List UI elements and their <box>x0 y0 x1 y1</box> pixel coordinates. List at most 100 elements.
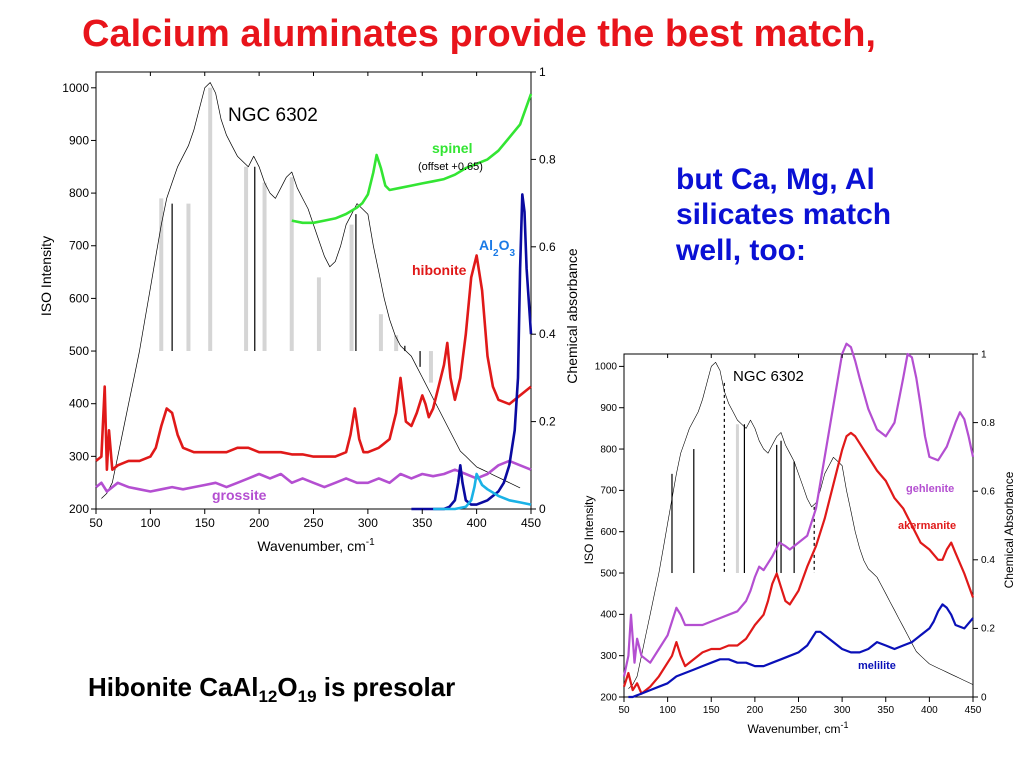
caption-subscript: 12 <box>258 687 278 707</box>
al2o3-subscript: 3 <box>509 248 515 259</box>
x-tick-label: 50 <box>618 705 630 716</box>
y-tick-label: 600 <box>600 527 617 538</box>
y-tick-label: 300 <box>600 651 617 662</box>
y-right-tick-label: 0 <box>539 502 546 516</box>
y-right-tick-label: 0.8 <box>539 152 556 166</box>
ngc-annotation: NGC 6302 <box>228 105 318 126</box>
y-tick-label: 700 <box>600 486 617 497</box>
slide-title: Calcium aluminates provide the best matc… <box>82 13 876 55</box>
y-tick-label: 800 <box>69 186 89 200</box>
grossite-series-line <box>95 459 532 493</box>
y-right-tick-label: 0.4 <box>981 555 995 566</box>
x-axis-label-text: Wavenumber, cm <box>748 722 841 736</box>
y-right-tick-label: 1 <box>539 65 546 79</box>
marker-lines <box>671 382 815 574</box>
hibonite-series-line <box>95 254 532 471</box>
y-right-tick-label: 0.4 <box>539 327 556 341</box>
chart-labels: NGC 6302 spinel (offset +0.65) Al2O3 hib… <box>38 105 580 554</box>
y-tick-label: 1000 <box>595 362 618 373</box>
x-axis-label-sup: -1 <box>840 720 848 730</box>
al2o3-subscript: 2 <box>493 248 499 259</box>
x-tick-label: 100 <box>140 516 160 530</box>
legend-melilite: melilite <box>858 660 896 672</box>
x-tick-label: 200 <box>747 705 764 716</box>
x-tick-label: 200 <box>249 516 269 530</box>
caption-text: Hibonite CaAl <box>88 672 259 702</box>
y-right-tick-label: 0 <box>981 692 987 703</box>
y-tick-label: 500 <box>69 344 89 358</box>
side-note-line: well, too: <box>676 233 806 267</box>
x-tick-label: 350 <box>877 705 894 716</box>
y-axis-label-right: Chemical absorbance <box>564 248 580 384</box>
legend-hibonite: hibonite <box>412 262 467 278</box>
x-axis-label: Wavenumber, cm-1 <box>257 537 375 554</box>
x-tick-label: 300 <box>834 705 851 716</box>
x-tick-label: 350 <box>412 516 432 530</box>
y-tick-label: 800 <box>600 444 617 455</box>
y-tick-label: 200 <box>69 502 89 516</box>
al2o3-text: Al <box>479 237 493 253</box>
melilite-series-line <box>628 603 974 699</box>
y-axis-label: ISO Intensity <box>582 496 596 565</box>
marker-lines <box>159 87 433 383</box>
y-tick-label: 300 <box>69 449 89 463</box>
gehlenite-series-line <box>622 342 975 677</box>
y-right-tick-label: 0.6 <box>539 240 556 254</box>
x-tick-label: 400 <box>467 516 487 530</box>
x-axis-label-text: Wavenumber, cm <box>257 538 365 554</box>
x-tick-label: 50 <box>89 516 103 530</box>
spinel-series-line <box>291 93 533 225</box>
x-axis-label-sup: -1 <box>366 537 375 548</box>
caption-text: O <box>277 672 298 702</box>
side-note-line: but Ca, Mg, Al <box>676 163 875 196</box>
x-tick-label: 450 <box>521 516 541 530</box>
iso-series-line <box>433 472 532 511</box>
series-lines <box>622 342 975 699</box>
al2o3-series-line <box>411 193 533 511</box>
legend-spinel: spinel <box>432 140 472 156</box>
iso-series-line <box>628 362 974 689</box>
x-tick-label: 250 <box>303 516 323 530</box>
y-right-tick-label: 0.2 <box>539 415 556 429</box>
y-tick-label: 400 <box>69 397 89 411</box>
akermanite-series-line <box>622 431 975 695</box>
legend-grossite: grossite <box>212 487 267 503</box>
x-tick-label: 400 <box>921 705 938 716</box>
caption-subscript: 19 <box>297 687 317 707</box>
al2o3-text: O <box>499 237 510 253</box>
y-right-tick-label: 1 <box>981 349 987 360</box>
legend-gehlenite: gehlenite <box>906 483 954 495</box>
y-tick-label: 900 <box>69 133 89 147</box>
ngc-annotation: NGC 6302 <box>733 368 804 385</box>
y-tick-label: 500 <box>600 568 617 579</box>
caption-text: is presolar <box>316 672 456 702</box>
x-tick-label: 250 <box>790 705 807 716</box>
y-tick-label: 400 <box>600 610 617 621</box>
x-tick-label: 150 <box>703 705 720 716</box>
x-tick-label: 100 <box>659 705 676 716</box>
y-right-tick-label: 0.2 <box>981 624 995 635</box>
iso-series-line <box>101 82 521 499</box>
x-tick-label: 150 <box>195 516 215 530</box>
y-tick-label: 700 <box>69 239 89 253</box>
y-tick-label: 600 <box>69 291 89 305</box>
plot-frame <box>95 71 532 510</box>
slide-caption: Hibonite CaAl12O19 is presolar <box>88 672 455 707</box>
legend-akermanite: akermanite <box>898 520 956 532</box>
y-axis-label-right: Chemical Absorbance <box>1002 471 1016 588</box>
x-tick-label: 450 <box>965 705 982 716</box>
axes: 50 100 150 200 250 300 350 400 450 200 300 400 500 60… <box>595 349 996 716</box>
chart-labels: NGC 6302 gehlenite akermanite melilite W… <box>582 368 1016 736</box>
y-tick-label: 900 <box>600 403 617 414</box>
plot-area <box>95 71 532 510</box>
y-tick-label: 200 <box>600 692 617 703</box>
legend-al2o3: Al2O3 <box>479 237 515 259</box>
series-lines <box>95 82 533 511</box>
axes: 50 100 150 200 250 300 350 400 450 200 300 400 500 60… <box>62 65 556 530</box>
y-axis-label: ISO Intensity <box>38 236 54 316</box>
y-tick-label: 1000 <box>62 81 89 95</box>
y-right-tick-label: 0.6 <box>981 487 995 498</box>
y-right-tick-label: 0.8 <box>981 418 995 429</box>
offset-note: (offset +0.65) <box>418 161 483 173</box>
